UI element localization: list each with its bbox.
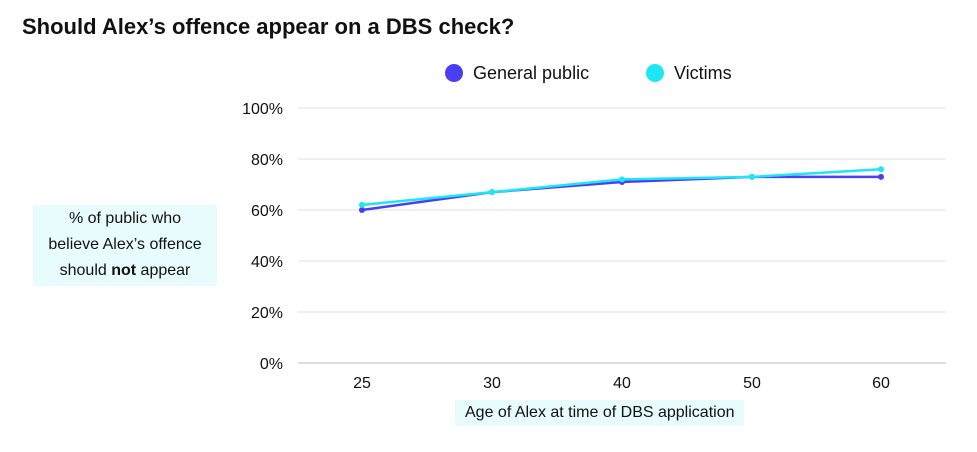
y-axis-label-line1: % of public who xyxy=(68,210,182,227)
legend-label-general-public: General public xyxy=(473,62,590,83)
x-tick-label: 50 xyxy=(743,375,761,392)
y-axis-label-line3: should not appear xyxy=(33,258,217,284)
data-point-general-public xyxy=(359,207,365,213)
x-tick-label: 40 xyxy=(613,375,631,392)
y-axis-label-line2: believe Alex’s offence xyxy=(48,236,202,253)
y-tick-label: 60% xyxy=(251,203,283,220)
data-point-victims xyxy=(619,176,625,183)
legend-swatch-victims xyxy=(646,64,664,82)
legend-item-victims: Victims xyxy=(646,60,732,86)
data-point-general-public xyxy=(878,173,884,180)
legend-label-victims: Victims xyxy=(674,62,732,83)
legend-swatch-general-public xyxy=(445,64,463,82)
data-point-victims xyxy=(749,173,755,180)
y-tick-label: 0% xyxy=(260,356,283,373)
y-axis-label-line3-start: should xyxy=(59,262,112,279)
x-tick-label: 25 xyxy=(353,375,371,392)
legend-item-general-public: General public xyxy=(445,60,589,86)
data-point-victims xyxy=(359,201,365,208)
x-tick-label: 30 xyxy=(483,375,501,392)
data-point-victims xyxy=(878,166,884,173)
y-axis-label-emphasis: not xyxy=(111,262,137,279)
y-tick-label: 40% xyxy=(251,254,283,271)
y-axis-label: % of public who believe Alex’s offence s… xyxy=(33,205,217,286)
y-tick-label: 20% xyxy=(251,305,283,322)
data-point-victims xyxy=(489,189,495,196)
y-tick-label: 80% xyxy=(251,152,283,169)
chart-title: Should Alex’s offence appear on a DBS ch… xyxy=(22,14,515,39)
x-axis-label: Age of Alex at time of DBS application xyxy=(455,400,745,426)
y-axis-label-line3-end: appear xyxy=(136,262,191,279)
x-tick-label: 60 xyxy=(872,375,890,392)
y-tick-label: 100% xyxy=(242,101,283,118)
